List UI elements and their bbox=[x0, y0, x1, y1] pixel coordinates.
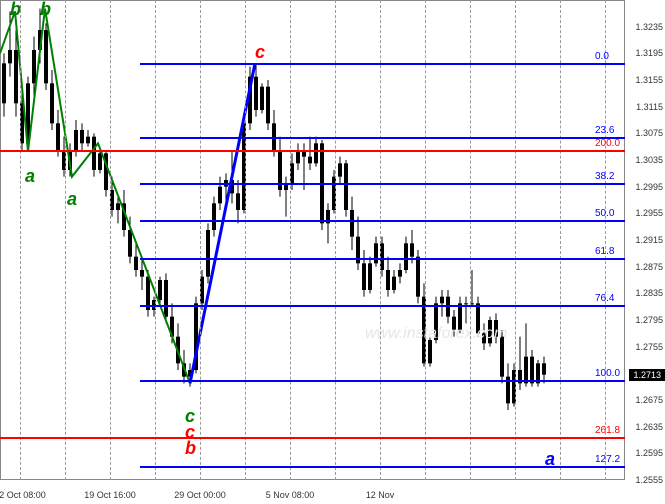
grid-vline bbox=[335, 0, 336, 480]
fib-level-line bbox=[0, 150, 625, 152]
y-axis-label: 1.2755 bbox=[635, 342, 663, 352]
grid-vline bbox=[155, 0, 156, 480]
fib-level-line bbox=[140, 183, 625, 185]
grid-vline bbox=[110, 0, 111, 480]
wave-label: a bbox=[545, 450, 555, 468]
wave-label: b bbox=[10, 0, 21, 18]
grid-vline bbox=[20, 0, 21, 480]
fib-level-label: 127.2 bbox=[595, 455, 620, 465]
fib-level-label: 100.0 bbox=[595, 369, 620, 379]
grid-vline bbox=[425, 0, 426, 480]
wave-label: b bbox=[40, 0, 51, 18]
grid-vline bbox=[515, 0, 516, 480]
wave-label: c bbox=[255, 43, 265, 61]
fib-level-line bbox=[140, 380, 625, 382]
x-axis-label: 12 Oct 08:00 bbox=[0, 490, 46, 500]
fib-level-line bbox=[140, 305, 625, 307]
current-price-box: 1.2713 bbox=[629, 369, 665, 381]
fib-level-line bbox=[140, 258, 625, 260]
x-axis-label: 5 Nov 08:00 bbox=[266, 490, 315, 500]
fib-level-label: 23.6 bbox=[595, 126, 614, 136]
grid-vline bbox=[380, 0, 381, 480]
x-axis-label: 12 Nov bbox=[366, 490, 395, 500]
y-axis-label: 1.3155 bbox=[635, 75, 663, 85]
fib-level-label: 38.2 bbox=[595, 172, 614, 182]
fib-level-label: 200.0 bbox=[595, 139, 620, 149]
grid-vline bbox=[245, 0, 246, 480]
wave-label: a bbox=[67, 190, 77, 208]
y-axis-label: 1.2675 bbox=[635, 395, 663, 405]
grid-vline bbox=[560, 0, 561, 480]
fib-level-line bbox=[140, 63, 625, 65]
fib-level-line bbox=[140, 137, 625, 139]
fib-level-line bbox=[0, 437, 625, 439]
x-axis-label: 19 Oct 16:00 bbox=[84, 490, 136, 500]
fib-level-label: 61.8 bbox=[595, 247, 614, 257]
fib-level-label: 0.0 bbox=[595, 52, 609, 62]
y-axis-label: 1.2555 bbox=[635, 475, 663, 485]
y-axis-label: 1.2595 bbox=[635, 448, 663, 458]
y-axis-label: 1.2955 bbox=[635, 208, 663, 218]
y-axis-label: 1.3195 bbox=[635, 48, 663, 58]
y-axis-label: 1.3035 bbox=[635, 155, 663, 165]
grid-vline bbox=[65, 0, 66, 480]
y-axis-label: 1.3235 bbox=[635, 22, 663, 32]
wave-label: b bbox=[185, 439, 196, 457]
grid-vline bbox=[290, 0, 291, 480]
grid-vline bbox=[200, 0, 201, 480]
y-axis-label: 1.2875 bbox=[635, 262, 663, 272]
grid-vline bbox=[470, 0, 471, 480]
fib-level-label: 76.4 bbox=[595, 294, 614, 304]
fib-level-line bbox=[140, 220, 625, 222]
y-axis-label: 1.2835 bbox=[635, 288, 663, 298]
wave-label: a bbox=[25, 167, 35, 185]
y-axis-label: 1.2915 bbox=[635, 235, 663, 245]
y-axis-label: 1.2635 bbox=[635, 422, 663, 432]
y-axis-label: 1.2795 bbox=[635, 315, 663, 325]
fib-level-label: 261.8 bbox=[595, 426, 620, 436]
fib-level-label: 50.0 bbox=[595, 209, 614, 219]
y-axis-label: 1.3075 bbox=[635, 128, 663, 138]
chart-plot-area[interactable] bbox=[0, 0, 625, 480]
chart-container: www.instaforex.com 1.32351.31951.31551.3… bbox=[0, 0, 665, 504]
y-axis-label: 1.2995 bbox=[635, 182, 663, 192]
x-axis-label: 29 Oct 00:00 bbox=[174, 490, 226, 500]
grid-vline bbox=[605, 0, 606, 480]
y-axis-label: 1.3115 bbox=[636, 102, 663, 112]
